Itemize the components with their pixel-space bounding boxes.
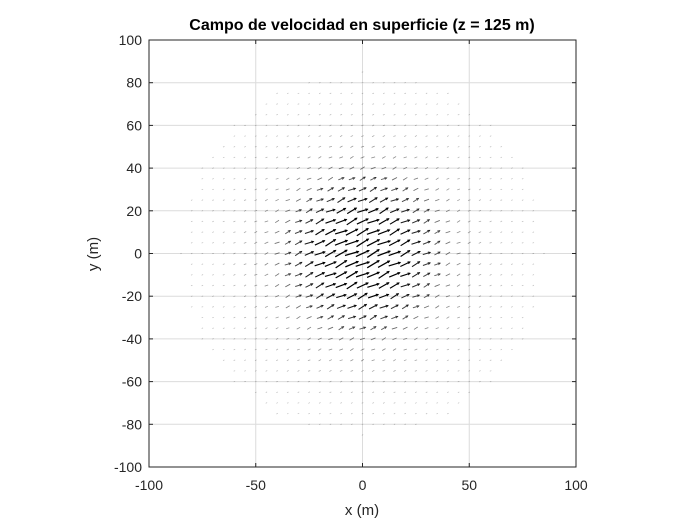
velocity-arrow	[511, 349, 512, 350]
velocity-arrow	[533, 307, 534, 308]
x-tick-label: 0	[359, 477, 367, 493]
y-tick-label: 0	[134, 246, 142, 262]
y-tick-label: -100	[114, 459, 142, 475]
y-tick-label: 100	[119, 32, 143, 48]
velocity-arrow	[223, 339, 225, 340]
velocity-arrow	[191, 296, 192, 297]
velocity-arrow	[426, 381, 428, 382]
velocity-arrow	[340, 104, 342, 105]
chart-title: Campo de velocidad en superficie (z = 12…	[189, 17, 534, 34]
velocity-arrow	[394, 392, 396, 393]
y-tick-label: 60	[126, 117, 142, 133]
x-tick-label: 50	[461, 477, 477, 493]
velocity-arrow	[458, 381, 460, 382]
velocity-arrow	[458, 125, 460, 126]
x-tick-label: -50	[246, 477, 266, 493]
x-tick-label: 100	[564, 477, 588, 493]
y-tick-label: -40	[122, 331, 142, 347]
velocity-arrow	[255, 392, 256, 393]
velocity-arrow	[533, 243, 534, 244]
velocity-arrow	[500, 328, 502, 329]
y-tick-label: 80	[126, 75, 142, 91]
y-axis-label: y (m)	[85, 237, 102, 271]
y-tick-label: -80	[122, 416, 142, 432]
velocity-arrow	[308, 104, 310, 105]
velocity-arrow	[500, 200, 502, 201]
y-tick-label: -60	[122, 374, 142, 390]
velocity-arrow	[426, 125, 428, 126]
velocity-arrow	[255, 147, 257, 148]
x-tick-label: -100	[135, 477, 163, 493]
velocity-arrow	[404, 403, 406, 404]
velocity-arrow	[500, 189, 502, 190]
velocity-arrow	[490, 179, 492, 180]
velocity-arrow	[372, 424, 373, 425]
velocity-arrow	[191, 232, 192, 233]
velocity-arrow	[234, 168, 236, 169]
velocity-arrow	[500, 317, 502, 318]
velocity-arrow	[212, 317, 214, 318]
velocity-arrow	[308, 114, 310, 115]
velocity-arrow	[234, 371, 235, 372]
y-tick-label: -20	[122, 288, 142, 304]
velocity-arrow	[490, 360, 492, 361]
velocity-arrow	[511, 275, 513, 276]
velocity-arrow	[212, 264, 214, 265]
velocity-arrow	[511, 157, 512, 158]
velocity-arrow	[458, 371, 460, 372]
y-tick-label: 20	[126, 203, 142, 219]
velocity-arrow	[330, 93, 332, 94]
y-tick-label: 40	[126, 160, 142, 176]
velocity-arrow	[276, 125, 278, 126]
velocity-arrow	[383, 114, 385, 115]
x-axis-label: x (m)	[345, 502, 379, 519]
velocity-arrow	[276, 371, 278, 372]
